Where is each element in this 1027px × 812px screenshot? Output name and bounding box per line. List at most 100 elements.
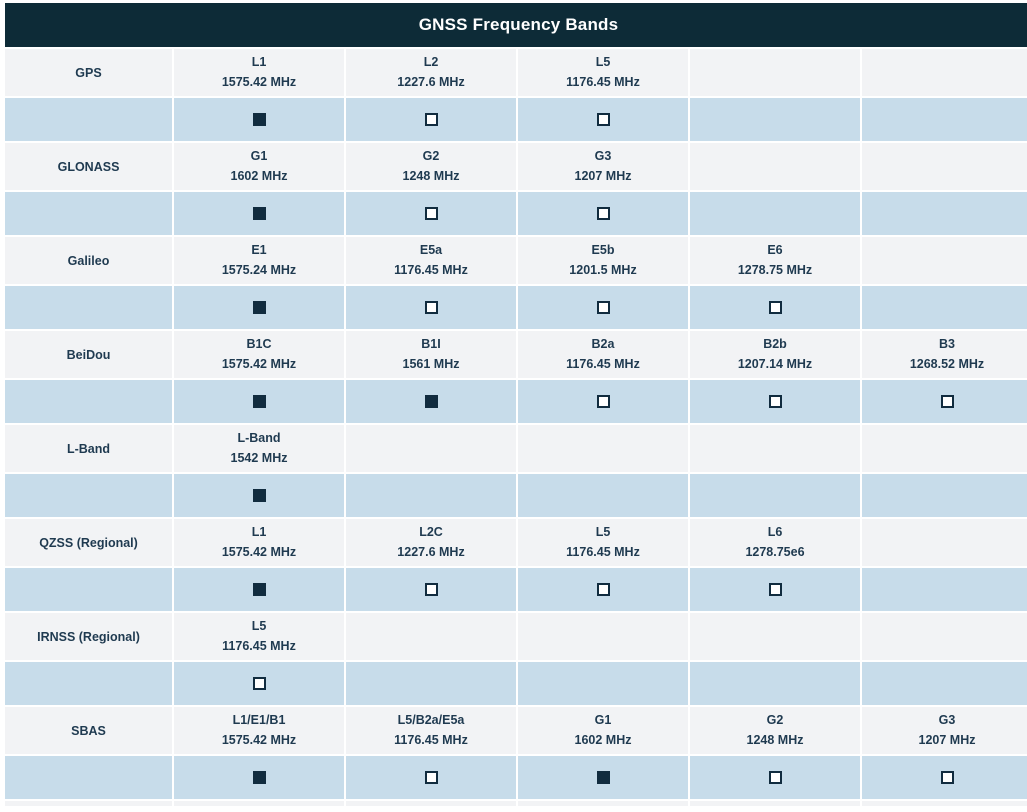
band-row: SBAS L1/E1/B1 1575.42 MHz L5/B2a/E5a 1176.45…: [5, 707, 1027, 754]
empty-cell: [862, 662, 1027, 705]
table-title: GNSS Frequency Bands: [5, 3, 1027, 47]
checkbox-unchecked-icon[interactable]: [940, 394, 954, 408]
band-cell: B2b 1207.14 MHz: [690, 331, 860, 378]
checkbox-unchecked-icon[interactable]: [424, 770, 438, 784]
empty-cell: [5, 474, 172, 517]
checkbox-row: [5, 662, 1027, 705]
checkbox-cell: [346, 568, 516, 611]
cut-off-row: [5, 801, 1027, 806]
checkbox-cell: [174, 568, 344, 611]
checkbox-row: [5, 756, 1027, 799]
band-frequency: 1207.14 MHz: [737, 356, 813, 371]
system-name: GPS: [5, 49, 172, 96]
checkbox-checked-icon[interactable]: [252, 770, 266, 784]
checkbox-checked-icon[interactable]: [424, 394, 438, 408]
band-row: L-Band L-Band 1542 MHz: [5, 425, 1027, 472]
band-cell: L2C 1227.6 MHz: [346, 519, 516, 566]
empty-cell: [862, 568, 1027, 611]
checkbox-unchecked-icon[interactable]: [768, 582, 782, 596]
checkbox-cell: [346, 756, 516, 799]
checkbox-unchecked-icon[interactable]: [252, 676, 266, 690]
empty-cell: [862, 192, 1027, 235]
band-name: E1: [251, 243, 267, 258]
checkbox-cell: [346, 380, 516, 423]
band-frequency: 1176.45 MHz: [566, 74, 640, 89]
band-cell: L1/E1/B1 1575.42 MHz: [174, 707, 344, 754]
band-frequency: 1176.45 MHz: [566, 356, 640, 371]
empty-cell: [346, 801, 516, 806]
checkbox-unchecked-icon[interactable]: [768, 394, 782, 408]
band-row: BeiDou B1C 1575.42 MHz B1I 1561 MHz B2a 1176.4…: [5, 331, 1027, 378]
checkbox-cell: [174, 98, 344, 141]
empty-cell: [518, 613, 688, 660]
checkbox-unchecked-icon[interactable]: [596, 300, 610, 314]
checkbox-cell: [518, 568, 688, 611]
band-frequency: 1575.24 MHz: [221, 262, 297, 277]
empty-cell: [5, 662, 172, 705]
empty-cell: [862, 143, 1027, 190]
checkbox-cell: [690, 286, 860, 329]
checkbox-unchecked-icon[interactable]: [424, 582, 438, 596]
empty-cell: [5, 568, 172, 611]
empty-cell: [518, 474, 688, 517]
band-frequency: 1278.75 MHz: [737, 262, 813, 277]
band-cell: E6 1278.75 MHz: [690, 237, 860, 284]
checkbox-unchecked-icon[interactable]: [768, 770, 782, 784]
band-frequency: 1575.42 MHz: [221, 356, 297, 371]
empty-cell: [862, 286, 1027, 329]
checkbox-checked-icon[interactable]: [252, 206, 266, 220]
band-row: GPS L1 1575.42 MHz L2 1227.6 MHz L5 1176.45 MH…: [5, 49, 1027, 96]
band-name: L5/B2a/E5a: [397, 713, 465, 728]
empty-cell: [346, 613, 516, 660]
empty-cell: [690, 49, 860, 96]
checkbox-unchecked-icon[interactable]: [596, 394, 610, 408]
empty-cell: [518, 425, 688, 472]
checkbox-unchecked-icon[interactable]: [940, 770, 954, 784]
empty-cell: [862, 49, 1027, 96]
checkbox-cell: [346, 98, 516, 141]
checkbox-unchecked-icon[interactable]: [424, 300, 438, 314]
band-frequency: 1176.45 MHz: [222, 638, 296, 653]
band-frequency: 1207 MHz: [574, 168, 632, 183]
system-name: BeiDou: [5, 331, 172, 378]
band-name: L6: [767, 525, 783, 540]
band-frequency: 1176.45 MHz: [394, 732, 468, 747]
checkbox-unchecked-icon[interactable]: [768, 300, 782, 314]
checkbox-unchecked-icon[interactable]: [596, 112, 610, 126]
band-frequency: 1201.5 MHz: [569, 262, 637, 277]
checkbox-unchecked-icon[interactable]: [596, 206, 610, 220]
band-cell: L1 1575.42 MHz: [174, 519, 344, 566]
checkbox-checked-icon[interactable]: [252, 394, 266, 408]
checkbox-cell: [174, 756, 344, 799]
band-name: G2: [422, 149, 440, 164]
checkbox-unchecked-icon[interactable]: [424, 206, 438, 220]
system-name: L-Band: [5, 425, 172, 472]
band-frequency: 1268.52 MHz: [909, 356, 985, 371]
empty-cell: [5, 756, 172, 799]
band-row: GLONASS G1 1602 MHz G2 1248 MHz G3 1207 MHz: [5, 143, 1027, 190]
checkbox-unchecked-icon[interactable]: [424, 112, 438, 126]
checkbox-checked-icon[interactable]: [252, 112, 266, 126]
empty-cell: [5, 801, 172, 806]
checkbox-cell: [518, 286, 688, 329]
band-name: B2b: [763, 337, 787, 352]
checkbox-checked-icon[interactable]: [252, 488, 266, 502]
empty-cell: [518, 801, 688, 806]
checkbox-row: [5, 98, 1027, 141]
band-frequency: 1207 MHz: [918, 732, 976, 747]
gnss-frequency-table: GNSS Frequency Bands GPS L1 1575.42 MHz L2 1…: [3, 1, 1027, 808]
band-cell: L5/B2a/E5a 1176.45 MHz: [346, 707, 516, 754]
checkbox-checked-icon[interactable]: [596, 770, 610, 784]
band-cell: E5b 1201.5 MHz: [518, 237, 688, 284]
band-frequency: 1575.42 MHz: [221, 544, 297, 559]
checkbox-checked-icon[interactable]: [252, 582, 266, 596]
band-name: L2: [423, 55, 439, 70]
band-cell: L-Band 1542 MHz: [174, 425, 344, 472]
checkbox-checked-icon[interactable]: [252, 300, 266, 314]
band-cell: E1 1575.24 MHz: [174, 237, 344, 284]
checkbox-cell: [862, 756, 1027, 799]
band-frequency: 1176.45 MHz: [566, 544, 640, 559]
band-cell: B3 1268.52 MHz: [862, 331, 1027, 378]
checkbox-unchecked-icon[interactable]: [596, 582, 610, 596]
band-frequency: 1561 MHz: [402, 356, 460, 371]
